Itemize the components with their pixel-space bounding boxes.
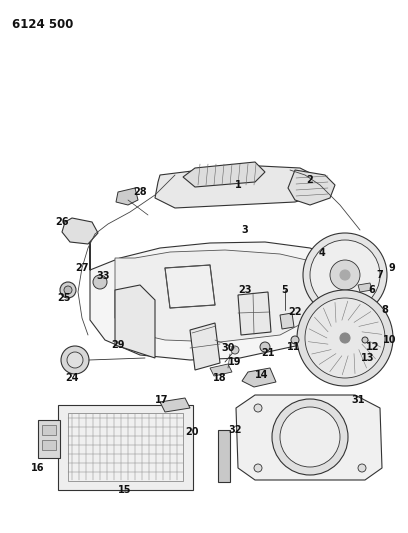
- Polygon shape: [116, 188, 138, 205]
- Bar: [42, 425, 56, 435]
- Circle shape: [60, 282, 76, 298]
- Text: 32: 32: [228, 425, 242, 435]
- Polygon shape: [280, 313, 294, 329]
- Circle shape: [64, 286, 72, 294]
- Bar: [42, 440, 56, 450]
- Text: 18: 18: [213, 373, 227, 383]
- Polygon shape: [160, 398, 190, 412]
- Polygon shape: [183, 162, 265, 187]
- Circle shape: [310, 240, 380, 310]
- Circle shape: [254, 404, 262, 412]
- Polygon shape: [155, 165, 320, 208]
- Polygon shape: [358, 283, 372, 292]
- Text: 26: 26: [55, 217, 69, 227]
- Circle shape: [93, 275, 107, 289]
- Circle shape: [305, 298, 385, 378]
- Text: 22: 22: [288, 307, 302, 317]
- Polygon shape: [90, 230, 350, 360]
- Text: 16: 16: [31, 463, 45, 473]
- Polygon shape: [190, 323, 220, 370]
- Bar: [38, 420, 60, 458]
- Text: 15: 15: [118, 485, 132, 495]
- Circle shape: [297, 290, 393, 386]
- Text: 19: 19: [228, 357, 242, 367]
- Polygon shape: [242, 368, 276, 387]
- Circle shape: [303, 233, 387, 317]
- Text: 6124 500: 6124 500: [12, 18, 73, 31]
- Text: 27: 27: [75, 263, 89, 273]
- Text: 33: 33: [96, 271, 110, 281]
- Circle shape: [358, 464, 366, 472]
- Circle shape: [362, 337, 368, 343]
- Text: 9: 9: [389, 263, 395, 273]
- Text: 2: 2: [307, 175, 313, 185]
- Text: 17: 17: [155, 395, 169, 405]
- Circle shape: [67, 352, 83, 368]
- Bar: [218, 430, 230, 482]
- Text: 23: 23: [238, 285, 252, 295]
- Text: 1: 1: [235, 180, 242, 190]
- Circle shape: [291, 336, 299, 344]
- Text: 4: 4: [319, 248, 325, 258]
- Polygon shape: [165, 265, 215, 308]
- Circle shape: [272, 399, 348, 475]
- Polygon shape: [115, 250, 325, 342]
- Polygon shape: [236, 395, 382, 480]
- Circle shape: [231, 346, 239, 354]
- Polygon shape: [238, 292, 271, 335]
- Text: 3: 3: [242, 225, 248, 235]
- Circle shape: [340, 333, 350, 343]
- Text: 13: 13: [361, 353, 375, 363]
- Text: 12: 12: [366, 342, 380, 352]
- Text: 11: 11: [287, 342, 301, 352]
- Bar: [58, 405, 193, 490]
- Circle shape: [260, 342, 270, 352]
- Text: 21: 21: [261, 348, 275, 358]
- Text: 25: 25: [57, 293, 71, 303]
- Text: 30: 30: [221, 343, 235, 353]
- Polygon shape: [210, 364, 232, 376]
- Polygon shape: [115, 285, 155, 358]
- Circle shape: [254, 464, 262, 472]
- Circle shape: [61, 346, 89, 374]
- Text: 6: 6: [368, 285, 375, 295]
- Circle shape: [280, 407, 340, 467]
- Bar: [68, 413, 183, 481]
- Circle shape: [330, 260, 360, 290]
- Text: 20: 20: [185, 427, 199, 437]
- Text: 24: 24: [65, 373, 79, 383]
- Polygon shape: [288, 170, 335, 205]
- Text: 31: 31: [351, 395, 365, 405]
- Text: 10: 10: [383, 335, 397, 345]
- Text: 14: 14: [255, 370, 269, 380]
- Text: 8: 8: [381, 305, 388, 315]
- Polygon shape: [62, 218, 98, 244]
- Text: 5: 5: [282, 285, 288, 295]
- Text: 29: 29: [111, 340, 125, 350]
- Text: 28: 28: [133, 187, 147, 197]
- Circle shape: [340, 270, 350, 280]
- Text: 7: 7: [377, 270, 384, 280]
